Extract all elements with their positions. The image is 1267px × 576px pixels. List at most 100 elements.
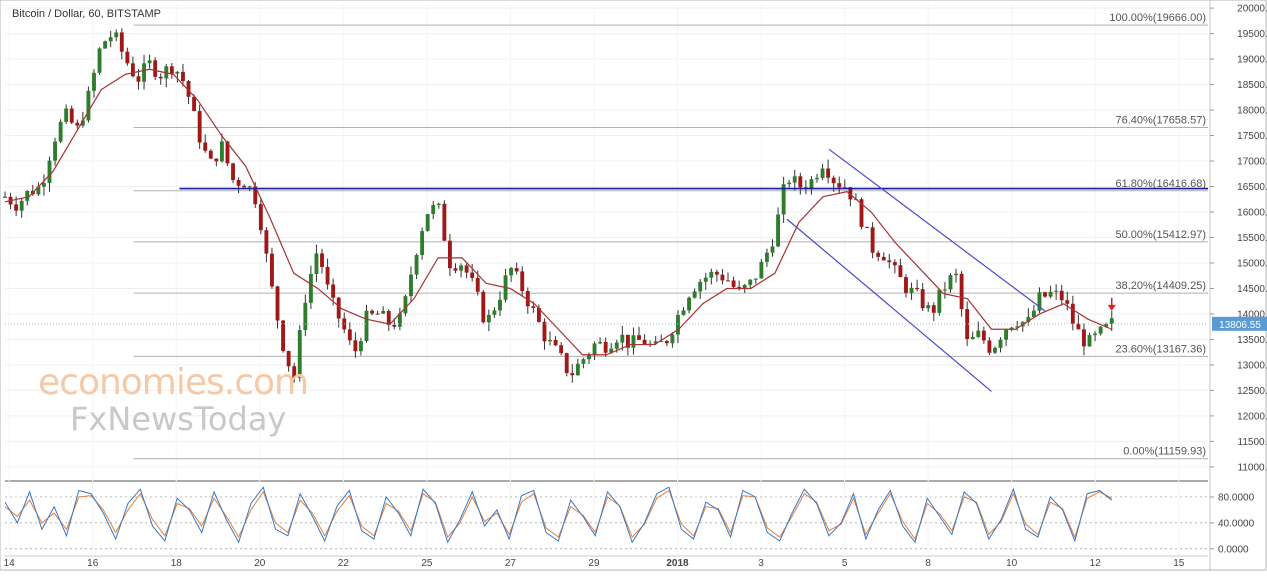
candle-body: [859, 199, 864, 227]
candle-body: [425, 214, 430, 232]
price-tick-label: 17000.00: [1237, 157, 1267, 168]
candle-body: [386, 310, 391, 325]
candle-body: [64, 108, 69, 122]
candle-body: [336, 297, 341, 319]
candle-body: [219, 141, 224, 162]
candle-body: [147, 60, 152, 64]
candle-body: [14, 204, 19, 211]
watermark-economies: economies.com: [38, 362, 309, 403]
arrow-head: [1107, 304, 1116, 311]
candle-body: [514, 268, 519, 272]
chart-title: Bitcoin / Dollar, 60, BITSTAMP: [12, 8, 161, 20]
candle-body: [887, 260, 892, 263]
candle-body: [842, 187, 847, 189]
candle-body: [798, 176, 803, 188]
candle-body: [993, 347, 997, 353]
price-tick-label: 18500.00: [1237, 80, 1267, 91]
candle-body: [876, 252, 881, 257]
current-price-label: 13806.55: [1219, 320, 1261, 331]
candle-body: [809, 179, 814, 189]
candle-body: [314, 253, 319, 274]
candle-body: [303, 302, 308, 331]
candle-body: [637, 335, 641, 340]
candle-body: [308, 273, 313, 303]
candle-body: [436, 203, 441, 206]
candle-body: [726, 280, 730, 282]
candle-body: [1031, 310, 1036, 317]
candle-body: [598, 341, 603, 344]
candle-body: [520, 271, 525, 292]
fib-level-label: 61.80%(16416.68): [1115, 178, 1206, 190]
time-tick-label: 22: [338, 558, 350, 569]
candle-body: [692, 291, 697, 298]
candle-body: [270, 253, 274, 287]
candle-body: [25, 190, 30, 201]
price-tick-label: 16000.00: [1237, 208, 1267, 219]
candle-body: [581, 359, 586, 364]
candle-body: [815, 177, 819, 180]
candle-body: [208, 150, 213, 159]
candle-body: [787, 182, 792, 185]
candle-body: [364, 310, 369, 342]
candle-body: [169, 66, 174, 74]
candle-body: [130, 63, 135, 77]
candle-body: [275, 286, 280, 321]
price-tick-label: 12500.00: [1237, 386, 1267, 397]
candle-body: [837, 183, 842, 188]
candle-body: [970, 336, 975, 340]
candle-body: [3, 196, 7, 198]
candle-body: [1037, 292, 1042, 311]
fib-level-label: 38.20%(14409.25): [1115, 280, 1206, 292]
candle-body: [959, 273, 964, 310]
time-tick-label: 15: [1173, 558, 1185, 569]
candle-body: [1087, 335, 1092, 347]
candle-body: [142, 63, 146, 82]
candle-body: [976, 330, 981, 337]
candle-body: [403, 296, 408, 314]
candle-body: [542, 321, 547, 342]
candle-body: [909, 287, 914, 293]
price-tick-label: 15000.00: [1237, 258, 1267, 269]
candle-body: [937, 289, 942, 313]
candle-body: [486, 314, 491, 323]
candle-body: [687, 297, 692, 311]
candle-body: [475, 277, 480, 292]
candle-body: [1054, 290, 1059, 292]
candle-body: [420, 231, 425, 255]
candle-body: [359, 341, 363, 352]
candle-body: [831, 177, 836, 184]
candle-body: [954, 273, 958, 276]
candle-body: [881, 256, 886, 261]
candles: [3, 28, 1114, 383]
candle-body: [570, 373, 575, 376]
candle-body: [103, 41, 108, 49]
candle-body: [948, 275, 953, 290]
candle-body: [1048, 291, 1053, 297]
candle-body: [1082, 329, 1086, 347]
candle-body: [603, 341, 608, 353]
candle-body: [58, 121, 63, 142]
candle-body: [236, 179, 241, 186]
candle-body: [525, 291, 530, 307]
candle-body: [231, 163, 235, 180]
candle-body: [765, 252, 769, 262]
time-tick-label: 14: [4, 558, 16, 569]
osc-k-line: [4, 486, 1113, 544]
price-tick-label: 16500.00: [1237, 182, 1267, 193]
candle-body: [564, 353, 569, 374]
candle-body: [459, 265, 463, 271]
price-tick-label: 11500.00: [1238, 437, 1267, 448]
time-tick-label: 2018: [666, 558, 689, 569]
price-tick-label: 15500.00: [1237, 233, 1267, 244]
candle-body: [631, 335, 636, 348]
candle-body: [136, 76, 141, 82]
overlays: [4, 68, 1208, 392]
candle-body: [753, 278, 758, 280]
candle-body: [731, 280, 736, 287]
candle-body: [19, 200, 24, 211]
candle-body: [870, 227, 875, 253]
candle-body: [609, 348, 614, 353]
candle-body: [915, 287, 920, 290]
